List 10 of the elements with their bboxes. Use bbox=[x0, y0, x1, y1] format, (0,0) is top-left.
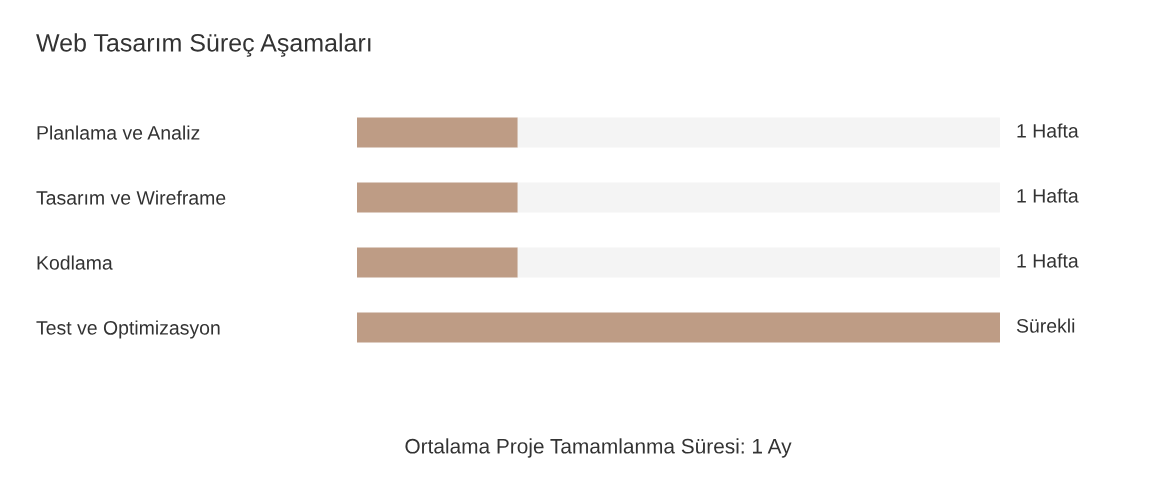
chart-title: Web Tasarım Süreç Aşamaları bbox=[36, 33, 371, 57]
data-label: Sürekli bbox=[1016, 318, 1075, 333]
data-label: 1 Hafta bbox=[1017, 188, 1079, 203]
data-label: 1 Hafta bbox=[1017, 253, 1079, 268]
data-label: 1 Hafta bbox=[1017, 123, 1079, 138]
y-tick-label: Tasarım ve Wireframe bbox=[36, 190, 226, 205]
text: Ortalama Proje Tamamlanma Süresi: 1 Ay bbox=[405, 438, 792, 458]
y-tick-label: Kodlama bbox=[37, 255, 113, 270]
y-tick-label: Test ve Optimizasyon bbox=[36, 320, 220, 339]
y-tick-label: Planlama ve Analiz bbox=[37, 125, 200, 140]
